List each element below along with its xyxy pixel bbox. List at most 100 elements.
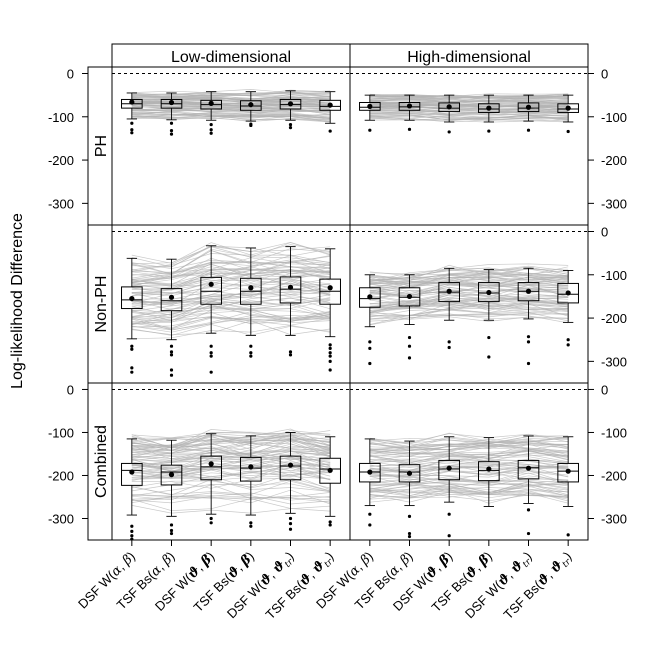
mean-point (367, 103, 373, 109)
trajectory-line (131, 311, 331, 331)
mean-point (327, 467, 333, 473)
trajectory-line (369, 454, 569, 464)
outlier-point (447, 534, 451, 538)
trajectory-line (131, 113, 331, 123)
y-axis-left: 0 -100 -200 -300 (48, 66, 88, 211)
trajectory-line (131, 320, 331, 335)
y-tick-label: 0 (67, 382, 74, 397)
trajectory-line (369, 97, 569, 101)
panel-combined-low (111, 382, 351, 541)
trajectory-line (369, 436, 569, 447)
y-tick-label: 0 (67, 66, 74, 81)
box-2 (438, 436, 460, 538)
outlier-point (130, 121, 134, 125)
box-iqr (517, 102, 540, 113)
mean-point (208, 461, 214, 467)
trajectory-line (131, 112, 331, 117)
y-tick-label: -100 (48, 110, 74, 125)
trajectory-line (369, 112, 569, 117)
outlier-point (526, 531, 531, 536)
trajectory-line (369, 477, 569, 490)
trajectory-line (131, 109, 331, 113)
box-iqr (478, 282, 500, 303)
outlier-point (209, 122, 213, 127)
box-2 (200, 433, 222, 525)
trajectory-line (131, 471, 331, 480)
mean-point (287, 101, 294, 107)
trajectory-line (369, 115, 569, 122)
mean-point (168, 472, 175, 478)
trajectory-line (369, 312, 569, 322)
trajectory-line (131, 311, 331, 323)
box-iqr (279, 455, 302, 481)
outlier-point (209, 370, 213, 374)
mean-point (248, 285, 254, 291)
trajectory-line (369, 302, 569, 311)
panel-trajectories (131, 428, 331, 514)
y-tick-label: -200 (48, 468, 74, 483)
box-3 (478, 94, 500, 133)
outlier-point (487, 335, 491, 340)
outlier-point (447, 130, 451, 134)
mean-point (406, 470, 413, 476)
mean-point (486, 466, 492, 472)
subject-trajectories (131, 89, 569, 514)
box-iqr (359, 101, 381, 111)
trajectory-line (131, 107, 331, 113)
outlier-point (130, 529, 134, 533)
row-strip (87, 66, 113, 226)
outlier-point (288, 122, 293, 127)
outlier-point (328, 129, 332, 133)
row-strip (87, 382, 113, 541)
outlier-point (169, 531, 174, 536)
row-strip (87, 224, 113, 384)
outlier-point (288, 126, 293, 130)
mean-point (406, 103, 413, 109)
trajectory-line (131, 453, 331, 466)
box-iqr (359, 462, 381, 483)
trajectory-line (131, 276, 331, 293)
trajectory-line (369, 263, 569, 281)
trajectory-line (131, 255, 331, 278)
box-iqr (517, 459, 540, 480)
mean-point (367, 294, 373, 300)
outlier-point (407, 534, 412, 539)
trajectory-line (369, 491, 569, 498)
outlier-point (328, 343, 332, 347)
outlier-point (288, 353, 293, 357)
y-tick-label: -100 (601, 268, 627, 283)
mean-point (446, 104, 452, 110)
outlier-point (169, 373, 174, 377)
box-iqr (438, 102, 460, 113)
trajectory-line (369, 309, 569, 325)
outlier-point (368, 128, 372, 132)
trajectory-line (131, 299, 331, 317)
mean-point (446, 465, 452, 471)
trajectory-line (131, 505, 331, 514)
y-tick-label: 0 (601, 224, 608, 239)
box-1 (398, 274, 421, 360)
outlier-point (288, 527, 293, 531)
outlier-point (209, 351, 213, 355)
outlier-point (130, 537, 134, 540)
trajectory-line (369, 483, 569, 497)
mean-point (248, 102, 254, 108)
trajectory-line (131, 435, 331, 442)
mean-point (129, 295, 135, 302)
outlier-point (566, 533, 570, 537)
mean-point (287, 284, 294, 290)
box-1 (398, 440, 421, 539)
box-4 (279, 432, 302, 531)
box-4 (517, 435, 540, 536)
box-iqr (319, 99, 341, 111)
box-iqr (200, 455, 222, 481)
trajectory-line (369, 469, 569, 478)
outlier-point (288, 516, 293, 521)
mean-point (446, 288, 452, 294)
outlier-point (130, 128, 134, 132)
outlier-point (288, 522, 293, 526)
outlier-point (209, 128, 213, 132)
trajectory-line (131, 257, 331, 279)
trajectory-line (369, 114, 569, 121)
